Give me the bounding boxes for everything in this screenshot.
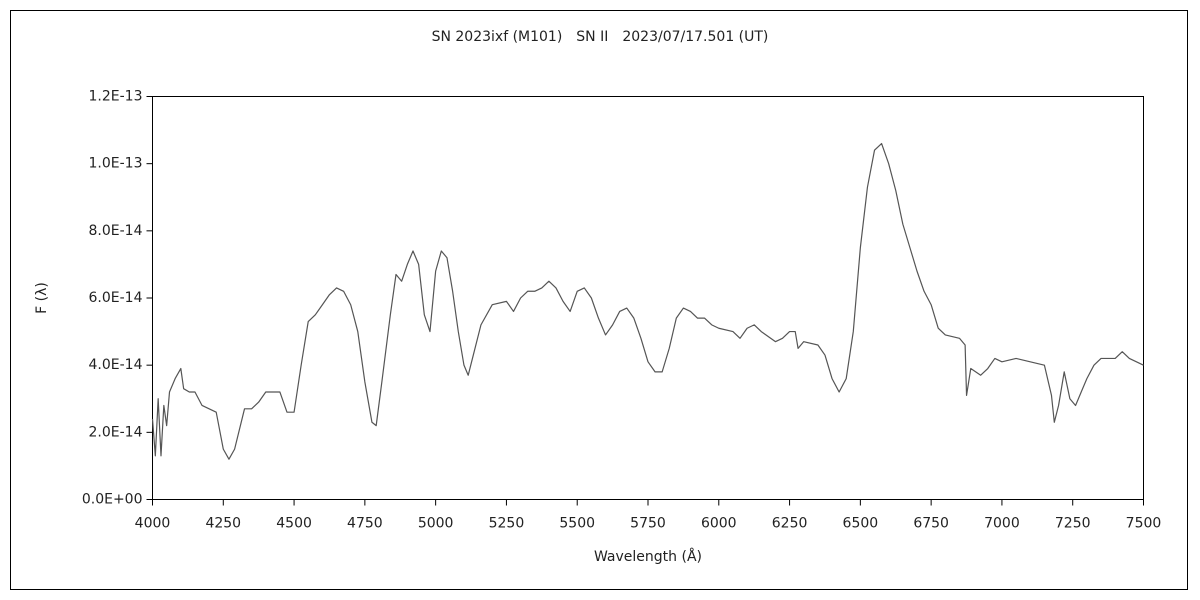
x-tick-label: 6250 <box>772 516 808 532</box>
x-axis-label: Wavelength (Å) <box>594 548 702 565</box>
chart-title: SN 2023ixf (M101) SN II 2023/07/17.501 (… <box>432 29 769 45</box>
spectrum-line <box>151 142 1144 460</box>
x-tick-label: 5250 <box>489 516 525 532</box>
x-tick-label: 7000 <box>984 516 1020 532</box>
y-tick-label: 4.0E-14 <box>89 357 143 373</box>
x-tick-label: 7250 <box>1055 516 1091 532</box>
x-tick-label: 6750 <box>913 516 949 532</box>
x-tick-label: 5750 <box>630 516 666 532</box>
y-tick-label: 8.0E-14 <box>89 223 143 239</box>
x-tick-label: 6000 <box>701 516 737 532</box>
x-tick-label: 5500 <box>559 516 595 532</box>
y-tick-label: 0.0E+00 <box>82 492 143 508</box>
x-tick-label: 5000 <box>418 516 454 532</box>
plot-area <box>152 96 1144 500</box>
y-tick-label: 6.0E-14 <box>89 290 143 306</box>
x-tick-label: 4500 <box>276 516 312 532</box>
x-tick-label: 7500 <box>1126 516 1162 532</box>
x-tick-label: 4250 <box>205 516 241 532</box>
y-tick-label: 2.0E-14 <box>89 424 143 440</box>
y-tick-label: 1.2E-13 <box>89 89 143 105</box>
chart-frame <box>10 10 1188 590</box>
y-axis-label: F (λ) <box>34 282 50 314</box>
y-tick-label: 1.0E-13 <box>89 156 143 172</box>
x-tick-label: 4750 <box>347 516 383 532</box>
x-tick-label: 4000 <box>135 516 171 532</box>
x-tick-label: 6500 <box>843 516 879 532</box>
